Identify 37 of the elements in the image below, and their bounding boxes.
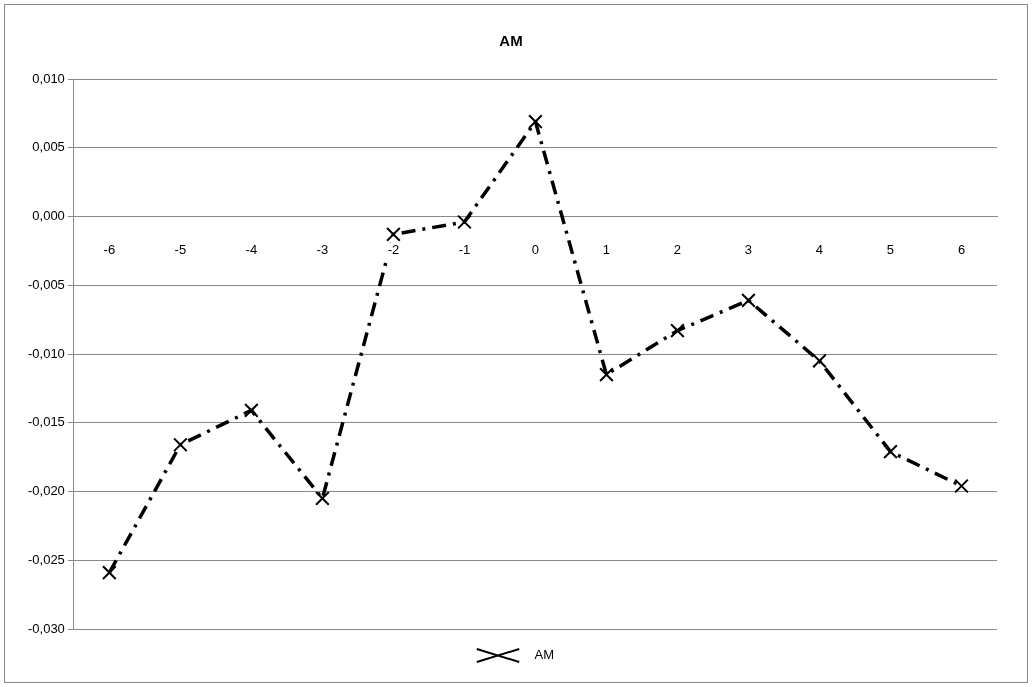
point: [386, 227, 401, 242]
x-tick-label: -5: [174, 242, 187, 258]
point: [670, 323, 685, 338]
x-tick-label: 6: [957, 242, 966, 258]
x-tick-label: 0: [531, 242, 540, 258]
x-tick-label: -4: [245, 242, 258, 258]
point: [244, 403, 259, 418]
legend-label: AM: [534, 647, 554, 663]
x-tick-label: -2: [387, 242, 400, 258]
x-tick-label: -6: [103, 242, 116, 258]
point: [102, 565, 117, 580]
y-tick-label: -0,025: [27, 551, 65, 567]
x-tick-label: 4: [815, 242, 824, 258]
y-tick-label: -0,005: [27, 276, 65, 292]
y-tick-label: -0,020: [27, 483, 65, 499]
x-tick-label: -3: [316, 242, 329, 258]
x-tick-label: -1: [458, 242, 471, 258]
y-tick-label: 0,000: [32, 208, 65, 224]
point: [315, 491, 330, 506]
y-tick-label: 0,010: [32, 70, 65, 86]
y-tick-label: -0,010: [27, 345, 65, 361]
chart-title: AM: [499, 32, 523, 50]
point: [954, 478, 969, 494]
x-tick-label: 2: [673, 242, 682, 258]
point: [599, 367, 614, 382]
y-tick-label: -0,030: [27, 620, 65, 636]
y-tick-label: -0,015: [27, 414, 65, 430]
y-tick-label: 0,005: [32, 139, 65, 155]
point: [883, 444, 898, 459]
x-tick-label: 1: [602, 242, 611, 258]
point: [173, 437, 188, 453]
point: [741, 293, 756, 308]
point: [812, 353, 827, 369]
point: [457, 214, 472, 230]
point: [528, 114, 543, 129]
x-tick-label: 3: [744, 242, 753, 258]
x-tick-label: 5: [886, 242, 895, 258]
